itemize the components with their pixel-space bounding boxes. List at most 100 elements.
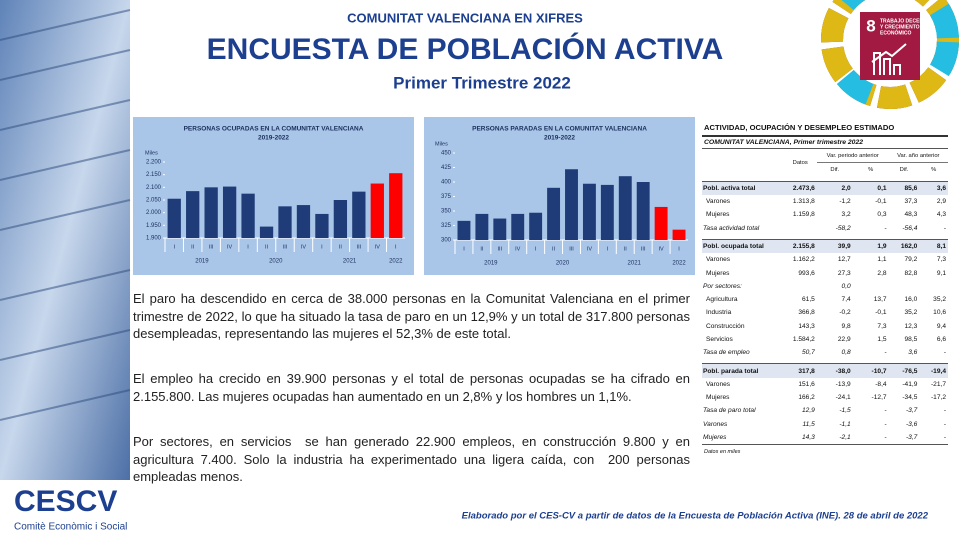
cell: 3,6 bbox=[908, 349, 918, 357]
bar bbox=[259, 226, 274, 238]
bar bbox=[475, 213, 489, 240]
cell: 61,5 bbox=[802, 296, 815, 304]
y-tick-label: 1.950 bbox=[146, 223, 162, 229]
cell: 1,9 bbox=[852, 238, 889, 254]
cell: Tasa de paro total bbox=[703, 407, 756, 415]
title: ENCUESTA DE POBLACIÓN ACTIVA bbox=[207, 32, 724, 66]
cell: - bbox=[943, 420, 946, 428]
bar bbox=[529, 212, 543, 240]
chart-title: PERSONAS PARADAS EN LA COMUNITAT VALENCI… bbox=[472, 126, 647, 133]
cell: - bbox=[884, 420, 887, 428]
cell: -12,7 bbox=[871, 394, 887, 402]
cell: 1.162,2 bbox=[792, 256, 815, 264]
table-row: Pobl. ocupada total 2.155,8 39,9 1,9 162,0 8,… bbox=[702, 238, 948, 254]
cell: 3,6 bbox=[919, 180, 948, 195]
cell: 22,9 bbox=[837, 336, 851, 343]
x-tick-label: I bbox=[247, 244, 249, 250]
x-tick-label: III bbox=[641, 246, 646, 252]
cell: 79,2 bbox=[904, 256, 918, 264]
bar bbox=[565, 169, 578, 240]
bar bbox=[618, 176, 632, 240]
cell: Construcción bbox=[706, 322, 745, 330]
table-row: Por sectores: 0,0 bbox=[702, 280, 948, 293]
cell: 82,8 bbox=[904, 269, 918, 277]
x-group-label: 2021 bbox=[343, 259, 357, 265]
cell: Industria bbox=[706, 309, 732, 317]
bar bbox=[457, 220, 471, 240]
cell: Varones bbox=[703, 420, 728, 428]
cell: - bbox=[943, 434, 946, 442]
y-tick-label: 325 bbox=[441, 223, 452, 229]
bar bbox=[636, 182, 650, 240]
bar bbox=[222, 186, 237, 238]
x-tick-label: IV bbox=[227, 244, 233, 250]
chart-subtitle: 2019-2022 bbox=[544, 135, 575, 142]
table-row: Mujeres 993,6 27,3 2,8 82,8 9,1 bbox=[702, 266, 948, 279]
cell: Por sectores: bbox=[703, 282, 742, 290]
cell: 2.155,8 bbox=[783, 238, 817, 254]
y-axis-label: Miles bbox=[145, 150, 158, 156]
table-title: ACTIVIDAD, OCUPACIÓN Y DESEMPLEO ESTIMAD… bbox=[702, 120, 948, 137]
x-tick-label: I bbox=[321, 244, 323, 250]
cell: -38,0 bbox=[816, 363, 853, 378]
table-row: Varones 1.313,8 -1,2 -0,1 37,3 2,9 bbox=[702, 195, 948, 208]
cell: -0,1 bbox=[875, 309, 887, 317]
cell: Varones bbox=[706, 256, 731, 264]
table-row: Varones 1.162,2 12,7 1,1 79,2 7,3 bbox=[702, 253, 948, 266]
x-tick-label: III bbox=[357, 244, 362, 250]
bar bbox=[352, 191, 366, 238]
table-row: Mujeres 14,3 -2,1 - -3,7 - bbox=[702, 431, 948, 444]
y-tick-label: 400 bbox=[441, 180, 452, 186]
x-group-label: 2019 bbox=[195, 259, 209, 265]
cell: 0,3 bbox=[877, 211, 887, 219]
cell: - bbox=[884, 434, 887, 442]
cell: 151,6 bbox=[798, 380, 815, 388]
header-cell: % bbox=[931, 166, 937, 173]
cell: -58,2 bbox=[835, 224, 851, 232]
bar bbox=[333, 200, 348, 238]
x-tick-label: I bbox=[463, 246, 465, 252]
subtitle: Primer Trimestre 2022 bbox=[393, 73, 571, 92]
cell: 11,5 bbox=[802, 420, 815, 428]
x-tick-label: IV bbox=[659, 246, 665, 252]
x-group-label: 2021 bbox=[628, 261, 642, 267]
cell: - bbox=[943, 407, 946, 415]
x-tick-label: IV bbox=[301, 244, 307, 250]
cell: 1.584,2 bbox=[792, 336, 815, 343]
cell: Varones bbox=[706, 380, 731, 388]
cell: 7,4 bbox=[841, 296, 851, 304]
sdg-icon bbox=[871, 43, 907, 75]
table-row: Construcción 143,3 9,8 7,3 12,3 9,4 bbox=[702, 320, 948, 333]
table-row: Industria 366,8 -0,2 -0,1 35,2 10,6 bbox=[702, 306, 948, 319]
cell: 48,3 bbox=[904, 211, 918, 219]
cell: 27,3 bbox=[837, 269, 851, 277]
cell: 993,6 bbox=[798, 269, 815, 277]
cell: 2,9 bbox=[936, 198, 946, 206]
table-row: Agricultura 61,5 7,4 13,7 16,0 35,2 bbox=[702, 293, 948, 306]
chart-subtitle: 2019-2022 bbox=[258, 135, 289, 142]
cell: 50,7 bbox=[802, 349, 815, 357]
table-row: Mujeres 166,2 -24,1 -12,7 -34,5 -17,2 bbox=[702, 391, 948, 404]
y-tick-label: 2.200 bbox=[146, 160, 162, 166]
y-axis-label: Miles bbox=[435, 141, 448, 147]
chart-title: PERSONAS OCUPADAS EN LA COMUNITAT VALENC… bbox=[184, 126, 364, 133]
x-group-label: 2020 bbox=[269, 259, 283, 265]
cell: 16,0 bbox=[904, 296, 918, 304]
cell: 9,4 bbox=[936, 322, 946, 330]
cell: -24,1 bbox=[835, 394, 851, 402]
cell: 166,2 bbox=[798, 394, 815, 402]
cell bbox=[702, 163, 784, 177]
logo: CESCV bbox=[14, 485, 117, 518]
header-cell: Dif. bbox=[899, 166, 909, 173]
cell bbox=[784, 280, 817, 293]
cell: 37,3 bbox=[904, 198, 918, 206]
cell: 9,8 bbox=[841, 322, 851, 330]
bar bbox=[600, 184, 614, 240]
cell: -3,7 bbox=[905, 407, 918, 415]
cell: -41,9 bbox=[902, 380, 918, 388]
cell: -0,1 bbox=[875, 198, 887, 206]
bar bbox=[186, 191, 200, 238]
y-tick-label: 1.900 bbox=[146, 236, 162, 242]
x-tick-label: I bbox=[607, 246, 609, 252]
